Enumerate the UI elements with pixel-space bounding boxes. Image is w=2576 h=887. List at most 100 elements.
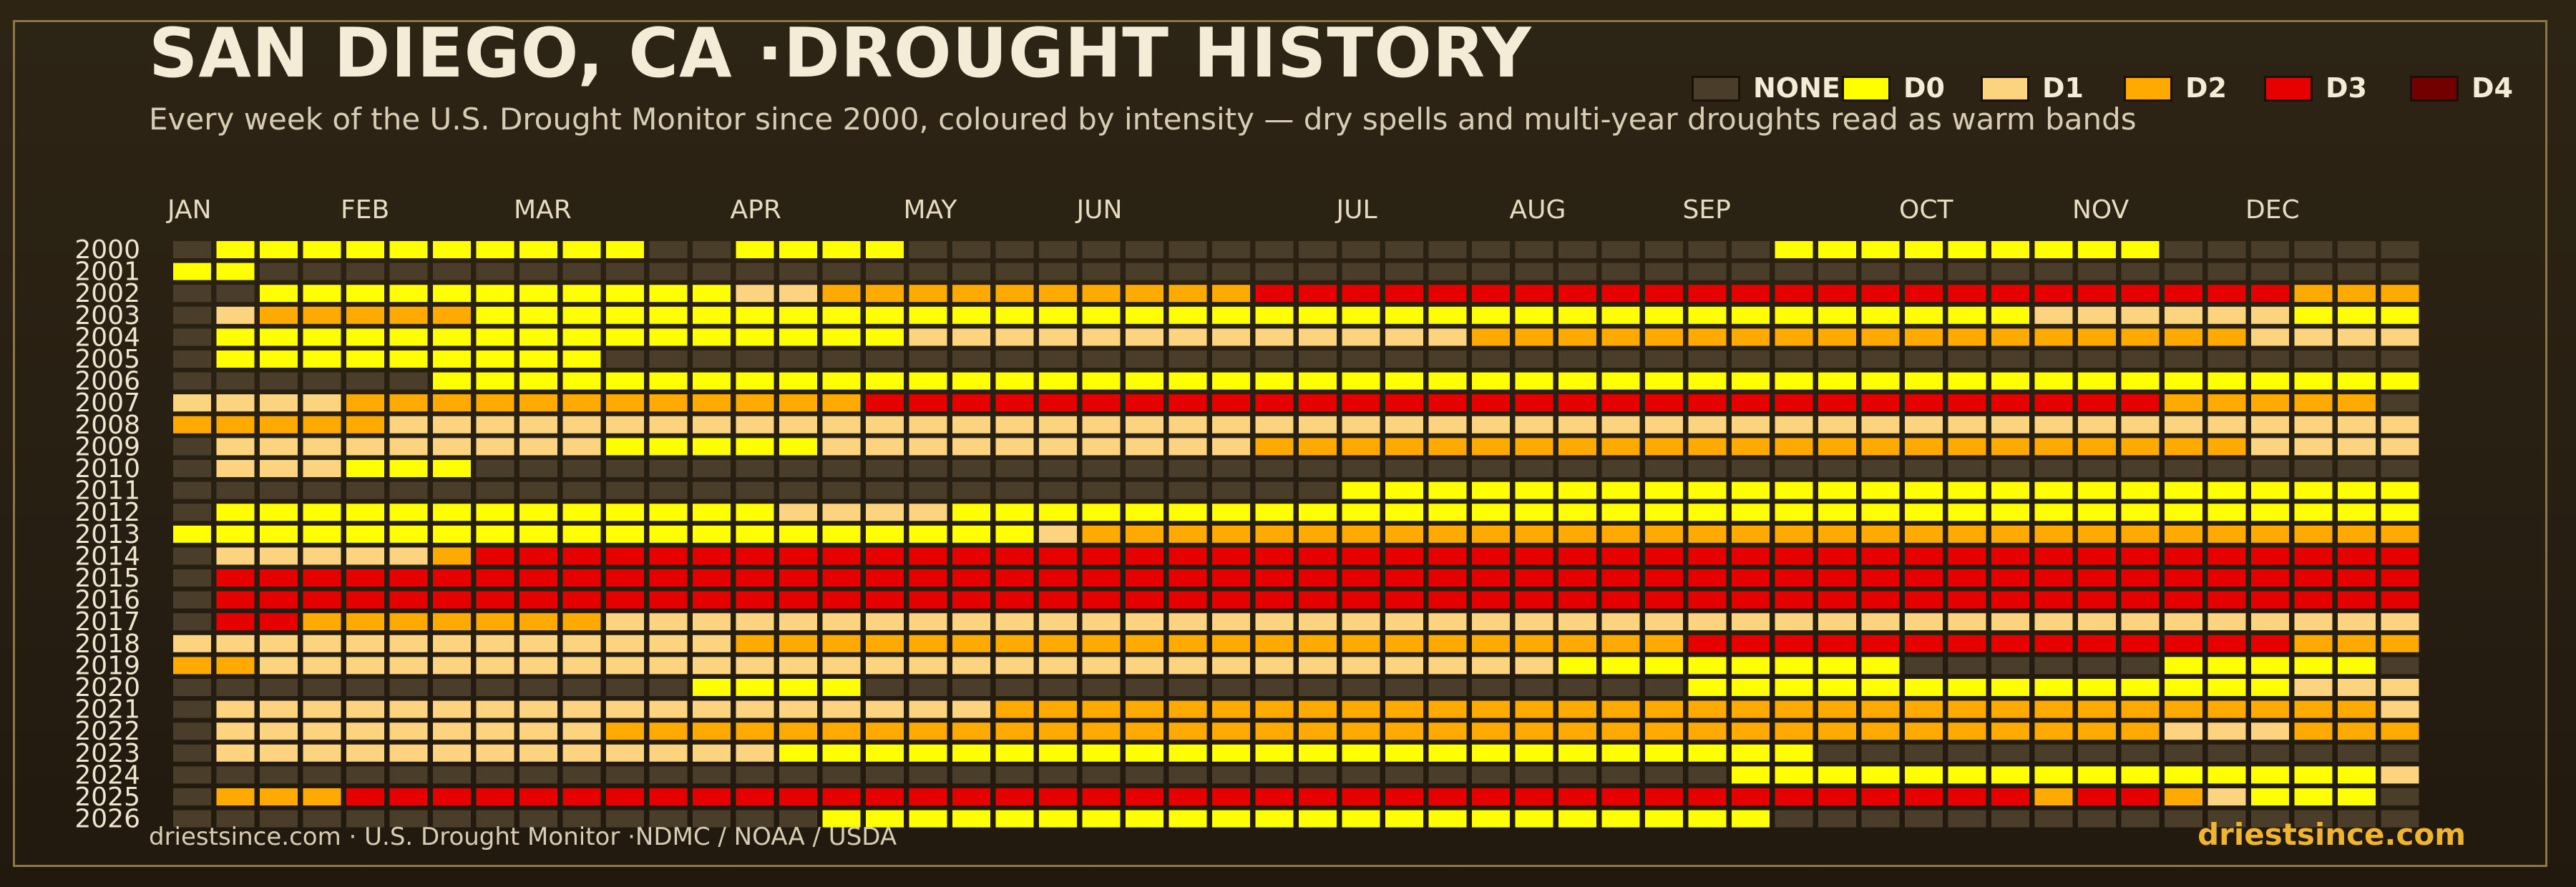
cell-2015-w4 (303, 569, 341, 587)
cell-2006-w43 (1991, 372, 2029, 390)
month-label-mar: MAR (514, 195, 572, 225)
cell-2013-w11 (606, 525, 644, 543)
cell-2020-w10 (562, 679, 601, 696)
cell-2017-w52 (2381, 613, 2419, 631)
cell-2022-w47 (2165, 722, 2202, 740)
cell-2018-w46 (2121, 634, 2160, 652)
cell-2006-w18 (909, 372, 947, 390)
cell-2000-w43 (1991, 241, 2029, 258)
cell-2014-w47 (2165, 547, 2202, 565)
cell-2008-w31 (1472, 416, 1510, 433)
cell-2020-w30 (1428, 679, 1467, 696)
cell-2026-w30 (1428, 810, 1467, 828)
cell-2023-w13 (693, 744, 731, 762)
year-label-2003: 2003 (74, 301, 140, 330)
cell-2014-w18 (909, 547, 947, 565)
cell-2009-w26 (1255, 438, 1294, 456)
cell-2013-w12 (649, 525, 688, 543)
cell-2005-w16 (822, 351, 861, 368)
cell-2013-w40 (1861, 525, 1900, 543)
cell-2021-w44 (2034, 700, 2073, 718)
cell-2014-w4 (303, 547, 341, 565)
cell-2003-w10 (562, 306, 601, 324)
cell-2009-w43 (1991, 438, 2029, 456)
cell-2023-w31 (1472, 744, 1510, 762)
cell-2003-w45 (2078, 306, 2116, 324)
cell-2022-w34 (1601, 722, 1640, 740)
cell-2025-w6 (389, 788, 428, 805)
cell-2009-w13 (693, 438, 731, 456)
cell-2004-w4 (303, 328, 341, 346)
cell-2012-w44 (2034, 504, 2073, 521)
cell-2001-w9 (519, 263, 557, 280)
cell-2020-w4 (303, 679, 341, 696)
cell-2000-w2 (216, 241, 255, 258)
cell-2025-w42 (1948, 788, 1986, 805)
cell-2016-w24 (1169, 591, 1207, 609)
cell-2018-w41 (1905, 634, 1943, 652)
cell-2020-w38 (1775, 679, 1813, 696)
cell-2026-w7 (433, 810, 471, 828)
cell-2016-w20 (995, 591, 1034, 609)
cell-2025-w20 (995, 788, 1034, 805)
cell-2017-w18 (909, 613, 947, 631)
cell-2010-w50 (2294, 460, 2333, 477)
cell-2021-w43 (1991, 700, 2029, 718)
cell-2012-w45 (2078, 504, 2116, 521)
cell-2022-w33 (1558, 722, 1596, 740)
cell-2002-w16 (822, 285, 861, 303)
cell-2013-w22 (1082, 525, 1121, 543)
cell-2016-w46 (2121, 591, 2160, 609)
cell-2014-w39 (1818, 547, 1856, 565)
cell-2011-w15 (779, 481, 817, 499)
cell-2011-w34 (1601, 481, 1640, 499)
cell-2013-w16 (822, 525, 861, 543)
cell-2024-w47 (2165, 766, 2202, 784)
cell-2026-w40 (1861, 810, 1900, 828)
cell-2020-w28 (1342, 679, 1380, 696)
cell-2010-w44 (2034, 460, 2073, 477)
cell-2001-w29 (1385, 263, 1423, 280)
cell-2015-w7 (433, 569, 471, 587)
cell-2015-w22 (1082, 569, 1121, 587)
cell-2012-w7 (433, 504, 471, 521)
cell-2018-w52 (2381, 634, 2419, 652)
cell-2016-w21 (1039, 591, 1077, 609)
cell-2002-w33 (1558, 285, 1596, 303)
cell-2022-w29 (1385, 722, 1423, 740)
cell-2026-w3 (260, 810, 298, 828)
cell-2001-w44 (2034, 263, 2073, 280)
cell-2023-w34 (1601, 744, 1640, 762)
cell-2014-w38 (1775, 547, 1813, 565)
cell-2007-w38 (1775, 394, 1813, 412)
cell-2000-w20 (995, 241, 1034, 258)
cell-2012-w13 (693, 504, 731, 521)
cell-2018-w47 (2165, 634, 2202, 652)
cell-2003-w29 (1385, 306, 1423, 324)
cell-2012-w35 (1645, 504, 1683, 521)
cell-2011-w8 (476, 481, 514, 499)
cell-2021-w16 (822, 700, 861, 718)
cell-2015-w2 (216, 569, 255, 587)
cell-2014-w25 (1212, 547, 1250, 565)
cell-2014-w19 (952, 547, 990, 565)
cell-2016-w27 (1299, 591, 1337, 609)
cell-2013-w7 (433, 525, 471, 543)
cell-2003-w41 (1905, 306, 1943, 324)
cell-2017-w20 (995, 613, 1034, 631)
cell-2011-w4 (303, 481, 341, 499)
cell-2014-w2 (216, 547, 255, 565)
cell-2008-w17 (866, 416, 904, 433)
cell-2015-w1 (173, 569, 211, 587)
cell-2009-w37 (1732, 438, 1770, 456)
cell-2018-w7 (433, 634, 471, 652)
cell-2016-w35 (1645, 591, 1683, 609)
cell-2016-w25 (1212, 591, 1250, 609)
cell-2010-w15 (779, 460, 817, 477)
cell-2003-w23 (1126, 306, 1163, 324)
cell-2022-w24 (1169, 722, 1207, 740)
cell-2000-w17 (866, 241, 904, 258)
cell-2005-w5 (346, 351, 384, 368)
cell-2026-w28 (1342, 810, 1380, 828)
cell-2013-w33 (1558, 525, 1596, 543)
